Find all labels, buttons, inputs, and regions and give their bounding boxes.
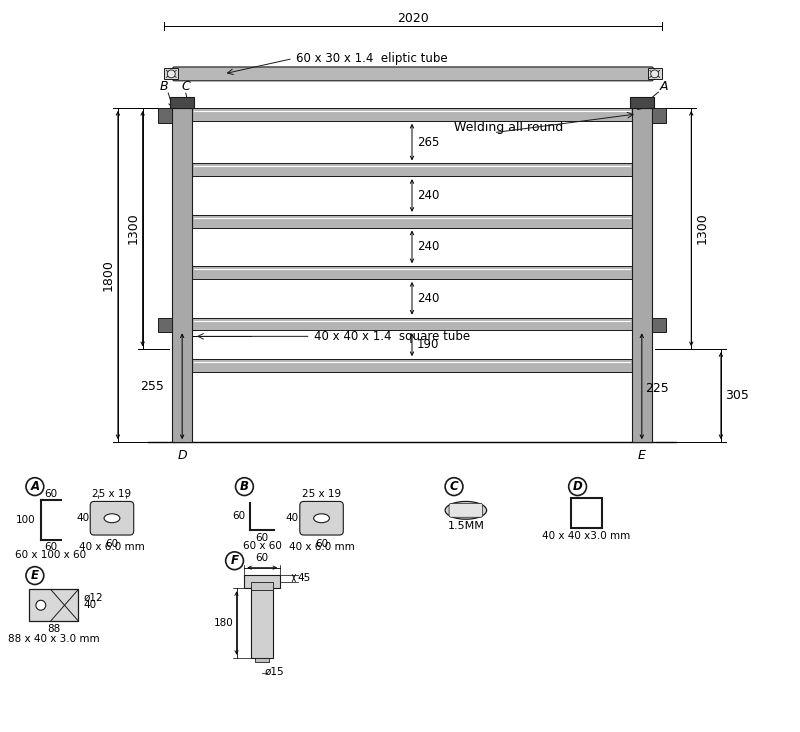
Bar	[570, 498, 602, 528]
Text: 190: 190	[417, 338, 439, 351]
Text: 40: 40	[286, 513, 299, 523]
Text: 265: 265	[417, 135, 439, 149]
Bar	[29, 589, 78, 621]
Text: A: A	[659, 80, 668, 93]
Bar	[251, 581, 273, 591]
Text: B: B	[240, 480, 249, 493]
Text: 40: 40	[76, 513, 90, 523]
Text: 180: 180	[214, 618, 234, 628]
Text: A: A	[30, 480, 39, 493]
Text: E: E	[638, 449, 646, 463]
Text: 240: 240	[417, 240, 439, 253]
Circle shape	[26, 478, 44, 496]
Text: 60: 60	[106, 539, 118, 549]
Text: 40 x 40 x 1.4  square tube: 40 x 40 x 1.4 square tube	[314, 330, 470, 343]
Text: 60: 60	[44, 542, 58, 552]
Text: 60: 60	[44, 488, 58, 498]
Bar	[170, 97, 194, 108]
Circle shape	[569, 478, 586, 496]
Text: 240: 240	[417, 292, 439, 305]
Bar	[245, 575, 280, 589]
FancyBboxPatch shape	[449, 504, 482, 518]
Text: 60: 60	[256, 553, 269, 563]
Text: C: C	[450, 480, 458, 493]
Text: 40: 40	[83, 600, 97, 610]
Text: C: C	[182, 80, 190, 93]
Text: 60 x 30 x 1.4  eliptic tube: 60 x 30 x 1.4 eliptic tube	[296, 52, 447, 65]
Text: Welding all round: Welding all round	[454, 122, 563, 134]
Text: 1300: 1300	[695, 213, 708, 244]
Text: 25 x 19: 25 x 19	[93, 488, 131, 498]
Text: 88: 88	[47, 624, 60, 634]
FancyBboxPatch shape	[173, 67, 654, 81]
Bar	[192, 163, 632, 176]
Text: 255: 255	[141, 380, 164, 393]
Bar	[251, 589, 273, 657]
Bar	[192, 214, 632, 228]
Bar	[630, 97, 654, 108]
Text: 60 x 100 x 60: 60 x 100 x 60	[15, 550, 86, 560]
Bar	[255, 657, 269, 662]
Bar	[172, 108, 192, 442]
Text: ø15: ø15	[264, 666, 284, 676]
Circle shape	[445, 478, 463, 496]
Text: 40 x 40 x3.0 mm: 40 x 40 x3.0 mm	[542, 531, 630, 541]
Text: 100: 100	[16, 515, 36, 526]
FancyBboxPatch shape	[90, 501, 134, 535]
Text: 225: 225	[645, 382, 669, 395]
Bar	[164, 69, 178, 79]
Text: D: D	[178, 449, 187, 463]
Ellipse shape	[314, 514, 330, 523]
Circle shape	[226, 552, 243, 569]
Bar	[192, 266, 632, 279]
Text: F: F	[230, 554, 238, 567]
Bar	[158, 318, 172, 332]
Text: 88 x 40 x 3.0 mm: 88 x 40 x 3.0 mm	[8, 634, 99, 644]
Text: B: B	[160, 80, 169, 93]
Text: 40 x 6.0 mm: 40 x 6.0 mm	[289, 542, 354, 552]
Bar	[158, 108, 172, 123]
Circle shape	[26, 567, 44, 584]
Bar	[192, 359, 632, 372]
Circle shape	[167, 70, 175, 78]
Text: 305: 305	[725, 389, 749, 402]
Text: 60: 60	[256, 533, 269, 543]
Ellipse shape	[445, 501, 486, 519]
Bar	[192, 108, 632, 121]
Text: 25 x 19: 25 x 19	[302, 488, 341, 498]
Ellipse shape	[104, 514, 120, 523]
Circle shape	[650, 70, 658, 78]
Bar	[632, 108, 652, 442]
Bar	[652, 318, 666, 332]
Circle shape	[235, 478, 254, 496]
Text: 60: 60	[315, 539, 328, 549]
Text: 240: 240	[417, 189, 439, 202]
Circle shape	[36, 600, 46, 610]
FancyBboxPatch shape	[300, 501, 343, 535]
Text: 1800: 1800	[102, 259, 115, 291]
Bar	[652, 108, 666, 123]
Bar	[192, 318, 632, 330]
Text: 40 x 6.0 mm: 40 x 6.0 mm	[79, 542, 145, 552]
Text: E: E	[31, 569, 39, 582]
Text: 60 x 60: 60 x 60	[242, 541, 282, 551]
Text: ø12: ø12	[83, 592, 103, 602]
Text: 1.5MM: 1.5MM	[447, 521, 484, 531]
Text: 45: 45	[298, 573, 311, 583]
Text: D: D	[573, 480, 582, 493]
Text: 60: 60	[232, 511, 246, 521]
Text: 1300: 1300	[126, 213, 140, 244]
Text: 2020: 2020	[397, 12, 429, 25]
Bar	[648, 69, 662, 79]
